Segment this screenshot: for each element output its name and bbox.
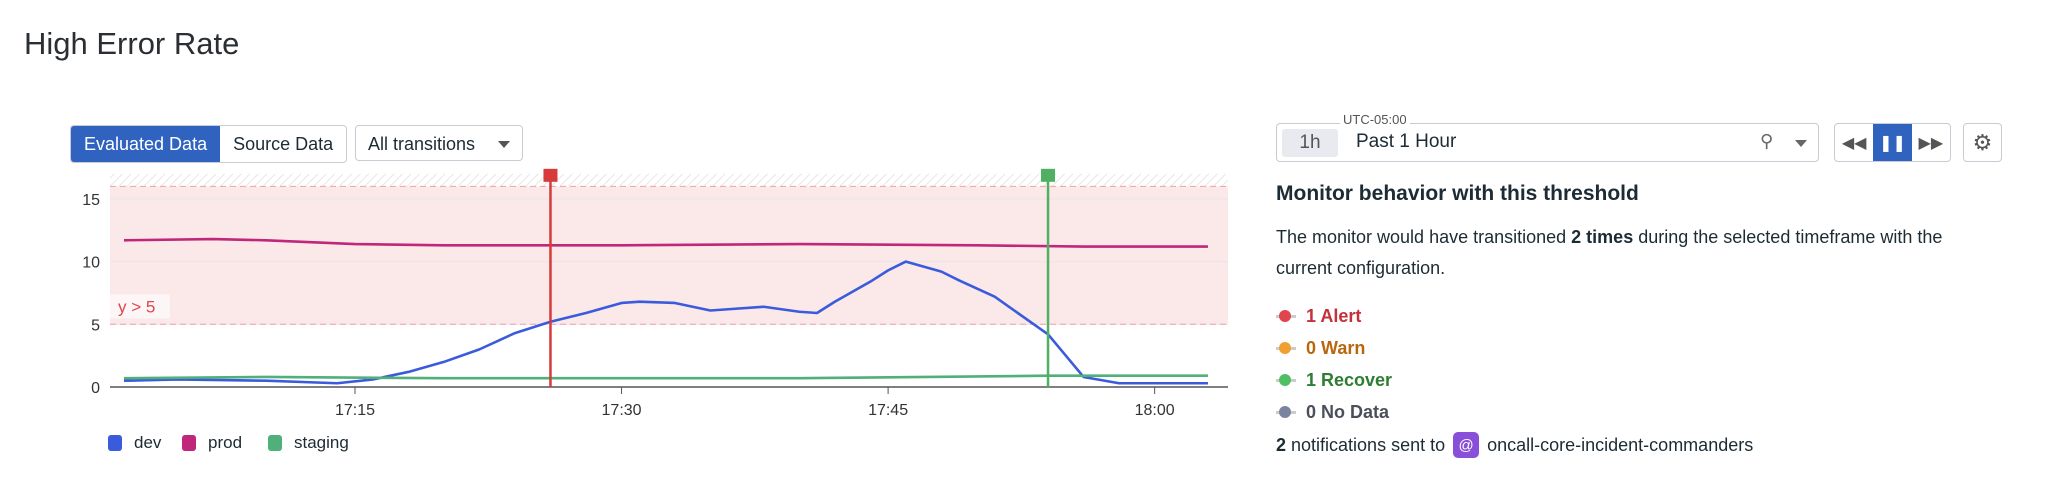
transition-label: 0 No Data xyxy=(1306,402,1390,422)
y-tick-label: 15 xyxy=(82,192,100,209)
transition-label: 0 Warn xyxy=(1306,338,1366,358)
page-title: High Error Rate xyxy=(24,26,240,61)
notification-count: 2 xyxy=(1276,434,1287,455)
transition-dot-icon xyxy=(1276,310,1296,322)
series-line-prod xyxy=(123,237,1208,248)
transition-count: 2 times xyxy=(1571,227,1634,247)
rewind-icon[interactable]: ◀◀ xyxy=(1841,134,1867,152)
transitions-select-value: All transitions xyxy=(368,134,476,154)
threshold-band xyxy=(110,186,1228,325)
legend-swatch xyxy=(108,435,122,451)
legend-item-staging[interactable]: staging xyxy=(268,433,349,453)
legend-label: dev xyxy=(134,433,162,452)
threshold-label: y > 5 xyxy=(118,297,155,316)
transition-item: 0 Warn xyxy=(1276,338,1365,359)
timezone-label: UTC-05:00 xyxy=(1340,112,1410,127)
description-text: The monitor would have transitioned xyxy=(1276,227,1572,247)
source-data-button[interactable]: Source Data xyxy=(233,134,334,154)
legend-swatch xyxy=(268,435,282,451)
fast-forward-icon[interactable]: ▶▶ xyxy=(1918,134,1944,152)
chevron-down-icon xyxy=(498,141,510,148)
x-tick-label: 17:45 xyxy=(868,402,908,419)
description-text: during the selected timeframe with the c… xyxy=(1276,227,1943,278)
notification-text: notifications sent to xyxy=(1286,434,1446,455)
time-picker[interactable] xyxy=(1276,123,1819,162)
data-mode-toggle: Evaluated Data Source Data xyxy=(70,125,348,163)
pause-icon[interactable]: ❚❚ xyxy=(1873,124,1912,161)
time-range-chip: 1h xyxy=(1282,129,1338,157)
series-line-dev xyxy=(123,260,1208,385)
x-tick-label: 17:15 xyxy=(335,402,375,419)
y-tick-label: 5 xyxy=(91,317,100,334)
transition-item: 0 No Data xyxy=(1276,402,1389,423)
transition-dot-icon xyxy=(1276,374,1296,386)
recover-marker xyxy=(1041,168,1056,182)
y-tick-label: 10 xyxy=(82,255,100,272)
legend-swatch xyxy=(182,435,196,451)
chart: 0 5 10 15 y > 5 17:15 17:30 17:45 18:00 xyxy=(82,168,1228,419)
pin-icon[interactable]: ⚲ xyxy=(1760,131,1774,151)
chevron-down-icon[interactable] xyxy=(1795,140,1807,147)
notification-target[interactable]: oncall-core-incident-commanders xyxy=(1487,434,1754,455)
transition-dot-icon xyxy=(1276,406,1296,418)
team-icon: @ xyxy=(1453,432,1480,458)
x-tick-label: 18:00 xyxy=(1135,402,1175,419)
legend-item-prod[interactable]: prod xyxy=(182,433,242,453)
threshold-label-bg xyxy=(110,294,170,319)
transition-label: 1 Recover xyxy=(1306,370,1393,390)
evaluated-data-button[interactable]: Evaluated Data xyxy=(71,126,221,162)
playback-controls: ◀◀ ❚❚ ▶▶ xyxy=(1834,123,1951,162)
gear-icon[interactable]: ⚙ xyxy=(1963,123,2002,162)
transition-dot-icon xyxy=(1276,342,1296,354)
transition-item: 1 Alert xyxy=(1276,306,1361,327)
monitor-behavior-description: The monitor would have transitioned 2 ti… xyxy=(1276,222,1976,284)
legend-label: prod xyxy=(208,433,243,452)
y-tick-label: 0 xyxy=(91,380,100,397)
monitor-behavior-title: Monitor behavior with this threshold xyxy=(1276,182,1639,205)
transitions-select[interactable]: All transitions xyxy=(355,125,523,161)
alert-marker xyxy=(543,168,558,182)
series-line-staging xyxy=(123,374,1208,380)
transition-item: 1 Recover xyxy=(1276,370,1392,391)
legend-label: staging xyxy=(294,433,349,452)
x-tick-label: 17:30 xyxy=(602,402,642,419)
legend-item-dev[interactable]: dev xyxy=(108,433,161,453)
no-data-hatch xyxy=(110,173,1228,187)
notifications-summary: 2 notifications sent to @ oncall-core-in… xyxy=(1276,432,1753,458)
time-range-label[interactable]: Past 1 Hour xyxy=(1356,131,1457,152)
transition-label: 1 Alert xyxy=(1306,306,1362,326)
